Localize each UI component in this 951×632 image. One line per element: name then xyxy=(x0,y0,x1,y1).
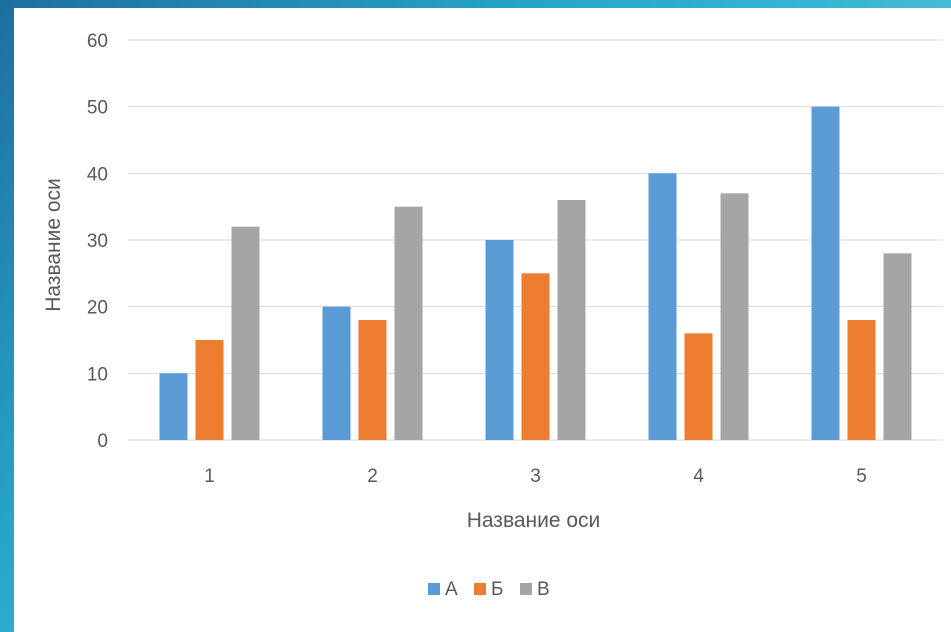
legend: А Б В xyxy=(428,579,550,600)
bar-А-2 xyxy=(322,306,351,440)
x-tick-label: 5 xyxy=(856,466,867,487)
x-tick-label: 1 xyxy=(204,466,215,487)
y-tick-label: 10 xyxy=(87,364,108,385)
chart-panel: 0 10 20 30 40 50 60 1 2 3 4 5 Название оси Названи… xyxy=(14,8,951,632)
bar-А-3 xyxy=(485,240,514,440)
bar-В-1 xyxy=(231,226,260,440)
y-tick-label: 30 xyxy=(87,231,108,252)
bar-chart: 0 10 20 30 40 50 60 1 2 3 4 5 Название оси Названи… xyxy=(42,31,943,600)
bar-А-1 xyxy=(159,373,188,440)
bar-В-2 xyxy=(394,206,423,440)
x-axis-title: Название оси xyxy=(467,509,601,532)
y-tick-label: 60 xyxy=(87,31,108,52)
legend-label: В xyxy=(537,579,550,600)
x-axis-ticks: 1 2 3 4 5 xyxy=(204,466,867,487)
legend-swatch-В xyxy=(520,583,532,595)
legend-label: А xyxy=(445,579,458,600)
legend-label: Б xyxy=(491,579,503,600)
bar-Б-4 xyxy=(684,333,713,440)
y-tick-label: 0 xyxy=(97,431,108,452)
bar-В-3 xyxy=(557,200,586,440)
bars xyxy=(159,106,912,441)
x-tick-label: 4 xyxy=(693,466,704,487)
bar-А-5 xyxy=(811,106,840,441)
bar-В-5 xyxy=(883,253,912,440)
y-axis-title: Название оси xyxy=(42,178,65,312)
y-axis-ticks: 0 10 20 30 40 50 60 xyxy=(87,31,108,452)
bar-А-4 xyxy=(648,173,677,441)
x-tick-label: 3 xyxy=(530,466,541,487)
y-tick-label: 40 xyxy=(87,164,108,185)
y-tick-label: 50 xyxy=(87,98,108,119)
bar-Б-1 xyxy=(195,340,224,440)
y-tick-label: 20 xyxy=(87,298,108,319)
bar-В-4 xyxy=(720,193,749,440)
x-tick-label: 2 xyxy=(367,466,378,487)
legend-swatch-А xyxy=(428,583,440,595)
bar-Б-2 xyxy=(358,320,387,440)
bar-Б-5 xyxy=(847,320,876,440)
legend-swatch-Б xyxy=(474,583,486,595)
bar-Б-3 xyxy=(521,273,550,440)
